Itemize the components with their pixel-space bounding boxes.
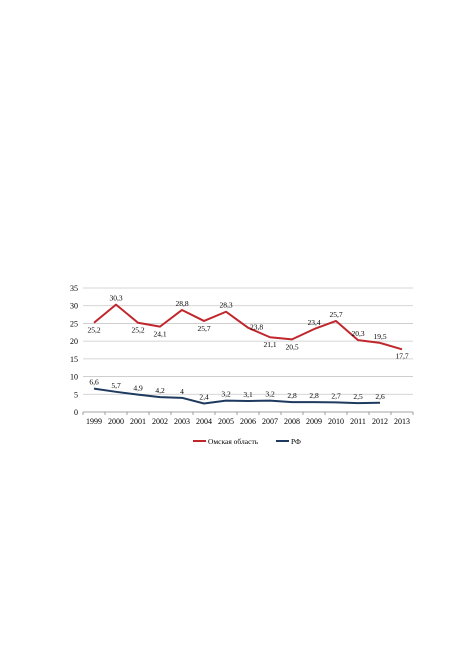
- data-label-omsk-2009: 23,4: [307, 318, 320, 327]
- data-label-omsk-1999: 25,2: [87, 326, 100, 335]
- data-label-omsk-2003: 28,8: [175, 299, 188, 308]
- x-tick-label-2010: 2010: [328, 417, 344, 426]
- series-group: [93, 303, 403, 405]
- data-label-omsk-2013: 17,7: [395, 351, 408, 360]
- data-label-rf-2002: 4,2: [155, 386, 165, 395]
- x-tick-label-2012: 2012: [372, 417, 388, 426]
- y-tick-label-25: 25: [70, 319, 78, 328]
- data-label-rf-2010: 2,7: [331, 391, 341, 400]
- data-label-rf-2004: 2,4: [199, 392, 209, 401]
- legend: Омская область РФ: [193, 437, 301, 446]
- data-label-omsk-2011: 20,3: [351, 329, 364, 338]
- data-label-rf-1999: 6,6: [89, 378, 99, 387]
- y-tick-label-10: 10: [70, 373, 78, 382]
- x-tick-label-2005: 2005: [218, 417, 234, 426]
- x-tick-label-2007: 2007: [262, 417, 278, 426]
- y-tick-label-5: 5: [74, 390, 78, 399]
- data-labels: 25,2 30,3 25,2 24,1 28,8 25,7 28,3 23,821,1 20,5…: [87, 294, 408, 402]
- y-tick-label-20: 20: [70, 337, 78, 346]
- data-label-omsk-2007: 21,1: [263, 340, 276, 349]
- x-tick-label-2000: 2000: [108, 417, 124, 426]
- x-tick-label-2003: 2003: [174, 417, 190, 426]
- x-tick-label-2008: 2008: [284, 417, 300, 426]
- data-label-rf-2000: 5,7: [111, 381, 121, 390]
- data-label-omsk-2012: 19,5: [373, 332, 386, 341]
- x-tick-label-2002: 2002: [152, 417, 168, 426]
- x-tick-label-2006: 2006: [240, 417, 256, 426]
- x-axis: 1999 2000 2001 2002 2003 2004 2005 2006 2007 2008…: [82, 412, 414, 426]
- series-line-1: [93, 387, 381, 405]
- data-label-omsk-2002: 24,1: [153, 330, 166, 339]
- data-label-rf-2001: 4,9: [133, 384, 143, 393]
- data-label-omsk-2001: 25,2: [131, 326, 144, 335]
- x-tick-label-2001: 2001: [130, 417, 146, 426]
- legend-label-rf: РФ: [291, 437, 301, 446]
- data-label-omsk-2004: 25,7: [197, 324, 210, 333]
- y-tick-label-35: 35: [70, 284, 78, 293]
- data-label-rf-2006: 3,1: [243, 390, 253, 399]
- legend-label-omsk: Омская область: [208, 437, 259, 446]
- data-label-rf-2003: 4: [180, 387, 184, 396]
- x-tick-label-2011: 2011: [350, 417, 366, 426]
- x-tick-label-2009: 2009: [306, 417, 322, 426]
- data-label-rf-2011: 2,5: [353, 392, 363, 401]
- data-label-omsk-2008: 20,5: [285, 342, 298, 351]
- data-label-rf-2007: 3,2: [265, 390, 275, 399]
- data-label-omsk-2005: 28,3: [219, 301, 232, 310]
- x-tick-label-2004: 2004: [196, 417, 212, 426]
- x-tick-label-2013: 2013: [394, 417, 410, 426]
- y-tick-label-0: 0: [74, 408, 78, 417]
- y-axis: 0 5 10 15 20 25 30 35: [70, 284, 78, 417]
- data-label-rf-2008: 2,8: [287, 391, 297, 400]
- data-label-rf-2005: 3,2: [221, 390, 231, 399]
- data-label-omsk-2010: 25,7: [329, 310, 342, 319]
- x-tick-label-1999: 1999: [86, 417, 102, 426]
- y-tick-label-15: 15: [70, 355, 78, 364]
- data-label-rf-2012: 2,6: [375, 392, 385, 401]
- data-label-omsk-2000: 30,3: [109, 294, 122, 303]
- data-label-rf-2009: 2,8: [309, 391, 319, 400]
- y-tick-label-30: 30: [70, 302, 78, 311]
- data-label-omsk-2006: 23,8: [250, 323, 263, 332]
